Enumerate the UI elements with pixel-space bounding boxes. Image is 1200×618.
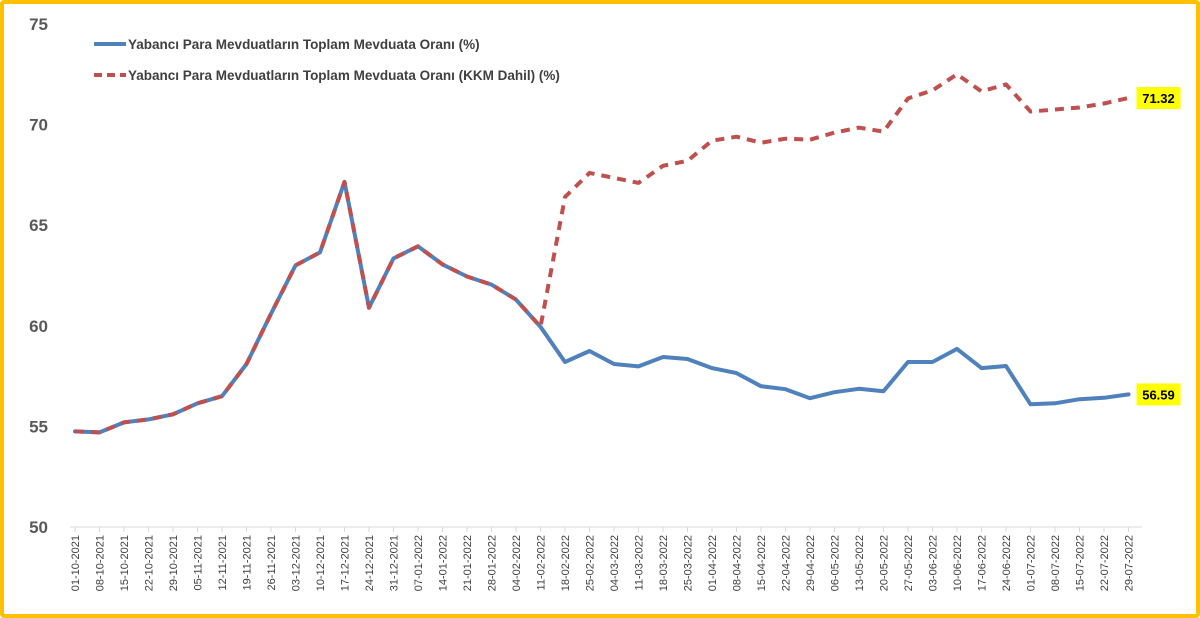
x-tick-label: 29-07-2022 <box>1124 535 1136 591</box>
y-tick-label: 60 <box>29 317 48 336</box>
x-tick-label: 26-11-2021 <box>266 535 278 590</box>
x-tick-label: 14-01-2022 <box>438 535 450 591</box>
x-tick-label: 20-05-2022 <box>879 535 891 591</box>
x-tick-label: 15-07-2022 <box>1075 535 1087 591</box>
x-tick-label: 11-03-2022 <box>634 535 646 590</box>
x-tick-label: 04-02-2022 <box>511 535 523 591</box>
x-tick-label: 13-05-2022 <box>854 535 866 591</box>
x-tick-label: 18-02-2022 <box>560 535 572 591</box>
x-tick-label: 29-04-2022 <box>805 535 817 591</box>
x-tick-label: 25-02-2022 <box>585 535 597 591</box>
legend: Yabancı Para Mevduatların Toplam Mevduat… <box>94 37 560 83</box>
x-tick-label: 15-04-2022 <box>756 535 768 591</box>
x-tick-label: 25-03-2022 <box>683 535 695 591</box>
y-tick-label: 70 <box>29 116 48 135</box>
line-chart: 50 55 60 65 70 75 01-10-2021 08-10-2021 15-10-2… <box>29 15 1181 591</box>
x-tick-label: 24-12-2021 <box>364 535 376 591</box>
x-tick-label: 11-02-2022 <box>536 535 548 590</box>
end-label-box-2 <box>1136 87 1181 110</box>
x-tick-label: 07-01-2022 <box>413 535 425 591</box>
end-label-2: 71.32 <box>1142 91 1175 106</box>
x-tick-label: 19-11-2021 <box>242 535 254 590</box>
x-tick-label: 05-11-2021 <box>193 535 205 590</box>
y-tick-label: 65 <box>29 216 48 235</box>
x-tick-label: 12-11-2021 <box>217 535 229 590</box>
x-tick-label: 17-06-2022 <box>977 535 989 591</box>
legend-label-2: Yabancı Para Mevduatların Toplam Mevduat… <box>128 68 560 83</box>
x-tick-label: 06-05-2022 <box>830 535 842 591</box>
y-axis: 50 55 60 65 70 75 <box>29 15 48 537</box>
x-tick-label: 28-01-2022 <box>487 535 499 591</box>
x-tick-label: 03-06-2022 <box>928 535 940 591</box>
x-tick-label: 27-05-2022 <box>903 535 915 591</box>
x-tick-label: 04-03-2022 <box>609 535 621 591</box>
x-tick-label: 10-06-2022 <box>952 535 964 591</box>
x-tick-label: 15-10-2021 <box>119 535 131 591</box>
series-layer <box>73 72 1131 435</box>
x-tick-label: 08-07-2022 <box>1050 535 1062 591</box>
x-tick-label: 18-03-2022 <box>658 535 670 591</box>
end-label-1: 56.59 <box>1142 387 1175 402</box>
end-labels: 56.59 71.32 <box>1136 87 1181 406</box>
series-line-1 <box>73 179 1131 435</box>
x-tick-label: 01-07-2022 <box>1026 535 1038 591</box>
x-tick-label: 29-10-2021 <box>168 535 180 591</box>
x-axis: 01-10-2021 08-10-2021 15-10-2021 22-10-2021… <box>70 527 1136 591</box>
x-tick-label: 08-10-2021 <box>95 535 107 591</box>
x-tick-label: 08-04-2022 <box>732 535 744 591</box>
y-tick-label: 50 <box>29 518 48 537</box>
x-tick-label: 24-06-2022 <box>1001 535 1013 591</box>
x-tick-label: 31-12-2021 <box>389 535 401 591</box>
x-tick-label: 17-12-2021 <box>340 535 352 591</box>
x-tick-label: 22-04-2022 <box>781 535 793 591</box>
x-tick-label: 22-07-2022 <box>1099 535 1111 591</box>
y-tick-label: 75 <box>29 15 48 34</box>
x-tick-label: 01-10-2021 <box>70 535 82 591</box>
legend-label-1: Yabancı Para Mevduatların Toplam Mevduat… <box>128 37 480 52</box>
end-label-box-1 <box>1136 383 1181 406</box>
x-tick-label: 22-10-2021 <box>144 535 156 591</box>
series-line-2 <box>74 72 1129 435</box>
y-tick-label: 55 <box>29 417 48 436</box>
x-tick-label: 21-01-2022 <box>462 535 474 591</box>
x-tick-label: 01-04-2022 <box>707 535 719 591</box>
x-tick-label: 10-12-2021 <box>315 535 327 591</box>
x-tick-label: 03-12-2021 <box>291 535 303 591</box>
